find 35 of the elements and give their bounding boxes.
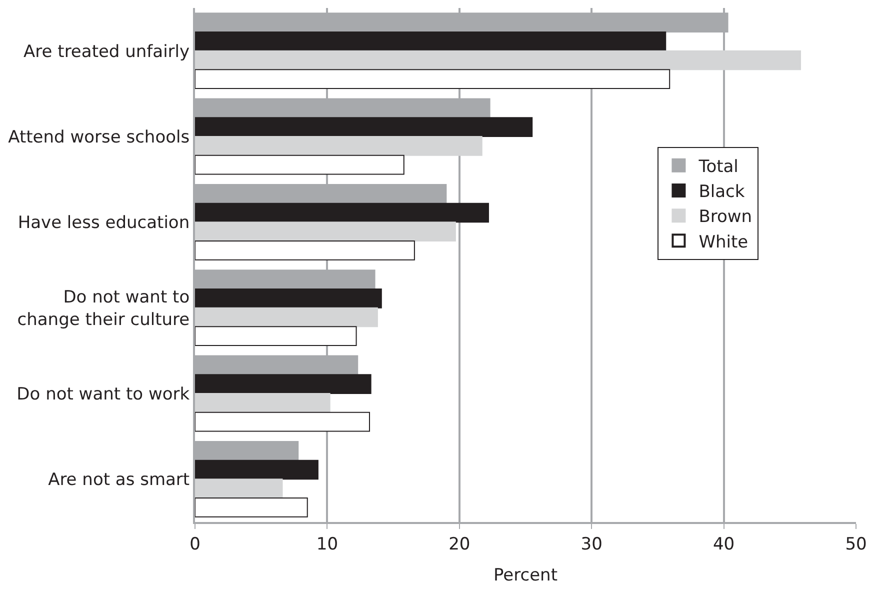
- bar: [195, 288, 382, 308]
- bar: [195, 202, 489, 223]
- legend-label: Total: [698, 157, 738, 177]
- legend-label: Brown: [698, 207, 752, 228]
- bar: [195, 498, 308, 518]
- x-tick-label: 30: [580, 534, 602, 554]
- y-tick-label: Do not want to work: [16, 384, 190, 404]
- bar: [195, 307, 378, 328]
- x-tick-label: 50: [845, 534, 867, 554]
- y-tick-label: Are not as smart: [48, 470, 190, 490]
- bar: [195, 374, 372, 394]
- x-tick-label: 0: [190, 534, 200, 554]
- x-tick-label: 20: [448, 534, 470, 554]
- y-tick-label: Are treated unfairly: [24, 42, 190, 62]
- bar: [195, 136, 482, 156]
- bar: [195, 240, 415, 260]
- bar: [195, 69, 670, 90]
- bar: [195, 478, 283, 499]
- bar: [195, 412, 370, 432]
- y-tick-label: Attend worse schools: [8, 127, 190, 148]
- legend-label: Black: [698, 182, 745, 202]
- bar: [195, 31, 666, 52]
- bar: [195, 154, 404, 175]
- bar: [195, 326, 357, 346]
- bar: [195, 222, 456, 242]
- y-tick-label: Do not want to change their culture: [17, 288, 190, 330]
- x-tick-label: 40: [712, 534, 735, 554]
- bar: [195, 460, 318, 480]
- bar: [195, 117, 533, 137]
- x-axis-title: Percent: [494, 565, 558, 586]
- x-tick-label: 10: [316, 534, 338, 554]
- legend-label: White: [698, 232, 748, 252]
- y-tick-label: Have less education: [18, 213, 190, 234]
- bar: [195, 393, 330, 413]
- bar: [195, 50, 801, 70]
